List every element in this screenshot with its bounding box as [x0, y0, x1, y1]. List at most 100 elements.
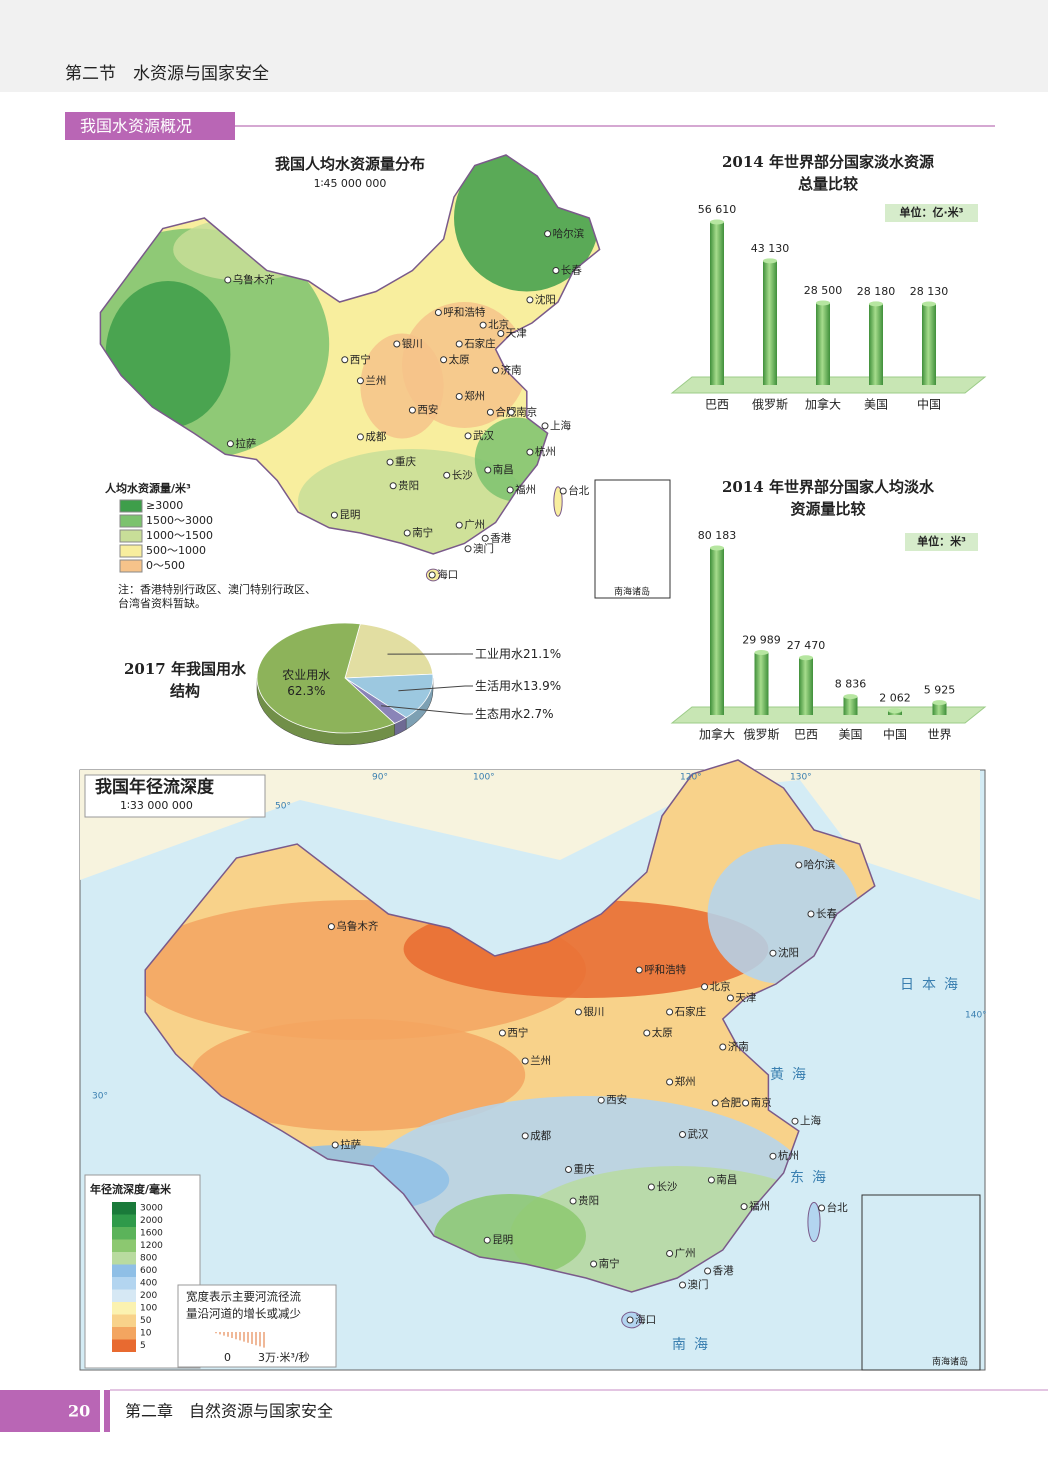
city-label: 合肥	[720, 1096, 741, 1109]
city-marker	[719, 1043, 727, 1051]
city-label: 天津	[506, 328, 527, 340]
city-marker	[389, 482, 397, 490]
chapter-title: 第二章 自然资源与国家安全	[125, 1402, 333, 1421]
city-marker	[626, 1316, 634, 1324]
inset-label: 南海诸岛	[614, 586, 650, 598]
legend-swatch	[112, 1314, 136, 1327]
city-label: 南宁	[412, 526, 433, 539]
city-marker	[707, 1176, 715, 1184]
value-label: 27 470	[787, 639, 826, 652]
city-label: 长春	[816, 908, 837, 920]
inset-frame	[594, 479, 671, 599]
city-label: 石家庄	[675, 1005, 707, 1018]
city-marker	[544, 230, 552, 238]
graticule-label: 140°	[965, 1011, 987, 1021]
graticule-label: 50°	[275, 802, 291, 812]
value-label: 29 989	[742, 634, 781, 647]
section-title: 第二节 水资源与国家安全	[65, 64, 269, 84]
bar-cap	[932, 700, 947, 706]
city-label: 兰州	[530, 1054, 551, 1067]
bar-cap	[922, 301, 936, 307]
city-marker	[569, 1197, 577, 1205]
city-label: 香港	[490, 532, 511, 544]
city-label: 拉萨	[235, 437, 256, 450]
city-label: 昆明	[339, 509, 360, 521]
city-marker	[526, 448, 534, 456]
city-marker	[386, 458, 394, 466]
value-label: 5 925	[924, 684, 956, 697]
city-marker	[726, 994, 734, 1002]
city-marker	[590, 1260, 598, 1268]
value-label: 43 130	[751, 242, 790, 255]
city-label: 拉萨	[340, 1138, 361, 1151]
city-marker	[464, 432, 472, 440]
graticule-label: 130°	[790, 773, 812, 783]
slice-label: 生活用水13.9%	[475, 679, 561, 693]
graticule-label: 30°	[92, 1092, 108, 1102]
city-marker	[807, 910, 815, 918]
city-label: 呼和浩特	[644, 964, 686, 976]
bar	[754, 652, 769, 715]
city-marker	[643, 1029, 651, 1037]
relief-zone	[360, 333, 444, 439]
legend-swatch	[119, 544, 143, 558]
city-marker	[434, 309, 442, 316]
map-title: 我国人均水资源量分布	[275, 155, 425, 173]
bar-cap	[869, 301, 883, 307]
city-label: 郑州	[464, 390, 485, 403]
slice-name: 工业用水	[475, 647, 523, 661]
relief-zone	[298, 449, 527, 554]
legend-swatch	[119, 559, 143, 573]
city-label: 杭州	[535, 445, 556, 458]
city-marker	[356, 433, 364, 441]
city-marker	[559, 487, 567, 495]
graticule-label: 120°	[680, 773, 702, 783]
category-label: 中国	[883, 727, 907, 742]
value-label: 28 180	[857, 285, 896, 298]
bar-cap	[754, 650, 769, 656]
legend-swatch	[112, 1277, 136, 1290]
city-marker	[521, 1057, 529, 1065]
legend-swatch	[119, 529, 143, 543]
city-marker	[486, 408, 494, 416]
city-label: 海口	[635, 1313, 656, 1326]
bar	[869, 303, 883, 385]
city-label: 福州	[515, 483, 536, 496]
legend-swatch	[112, 1252, 136, 1265]
city-marker	[701, 983, 709, 991]
city-label: 南昌	[716, 1173, 737, 1186]
city-label: 澳门	[688, 1278, 709, 1291]
legend-label: 3000	[140, 1204, 163, 1214]
city-marker	[224, 276, 232, 284]
sea-label: 黄海	[770, 1066, 814, 1083]
city-marker	[526, 296, 534, 304]
legend-label: 1600	[140, 1229, 163, 1239]
map-note: 注：香港特别行政区、澳门特别行政区、	[118, 582, 316, 596]
legend-label: 50	[140, 1316, 152, 1326]
city-marker	[481, 534, 489, 542]
legend-swatch	[112, 1327, 136, 1340]
legend-label: 5	[140, 1341, 146, 1351]
city-marker	[565, 1166, 573, 1173]
flow-scale-label: 3万·米³/秒	[258, 1350, 310, 1364]
city-marker	[818, 1204, 826, 1212]
legend-swatch	[112, 1289, 136, 1302]
legend-swatch	[112, 1339, 136, 1352]
leader-line	[398, 685, 473, 692]
city-label: 哈尔滨	[553, 227, 585, 240]
map-title: 我国年径流深度	[95, 777, 215, 798]
city-label: 广州	[675, 1248, 696, 1260]
note-box	[177, 1284, 337, 1368]
legend-swatch	[112, 1239, 136, 1252]
city-label: 郑州	[675, 1075, 696, 1088]
legend-label: 2000	[140, 1216, 163, 1226]
category-label: 巴西	[794, 728, 818, 742]
legend-label: 1500～3000	[146, 514, 213, 527]
city-label: 济南	[501, 363, 522, 376]
pie-slice	[344, 623, 434, 679]
bar	[710, 222, 724, 385]
bar-cap	[710, 545, 724, 551]
city-label: 银川	[402, 337, 423, 350]
